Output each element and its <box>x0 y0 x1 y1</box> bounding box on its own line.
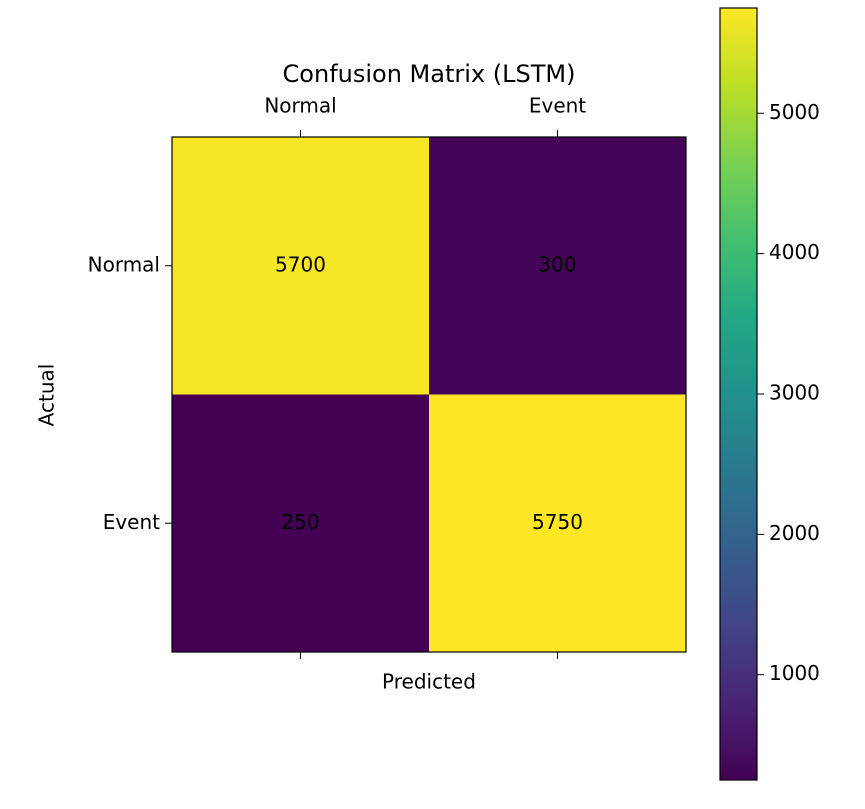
cell-label: 5750 <box>532 510 583 534</box>
colorbar-tick-label: 3000 <box>769 381 820 405</box>
plot-frame <box>171 136 687 653</box>
cell-label: 300 <box>538 252 576 276</box>
x-axis-label: Predicted <box>382 670 476 694</box>
y-axis-label: Actual <box>35 364 59 427</box>
colorbar <box>719 7 758 781</box>
cell <box>429 137 686 395</box>
cell <box>172 394 429 652</box>
cell <box>429 394 686 652</box>
cell <box>172 137 429 395</box>
cell-label: 250 <box>281 510 319 534</box>
colorbar-tick-label: 2000 <box>769 521 820 545</box>
colorbar-tick-label: 5000 <box>769 100 820 124</box>
cell-label: 5700 <box>275 252 326 276</box>
colorbar-tick-label: 4000 <box>769 240 820 264</box>
y-tick-label: Normal <box>88 252 160 276</box>
x-tick-label: Event <box>529 94 586 118</box>
chart-title: Confusion Matrix (LSTM) <box>283 60 576 88</box>
colorbar-tick-label: 1000 <box>769 661 820 685</box>
y-tick-label: Event <box>103 510 160 534</box>
x-tick-label: Normal <box>264 94 336 118</box>
